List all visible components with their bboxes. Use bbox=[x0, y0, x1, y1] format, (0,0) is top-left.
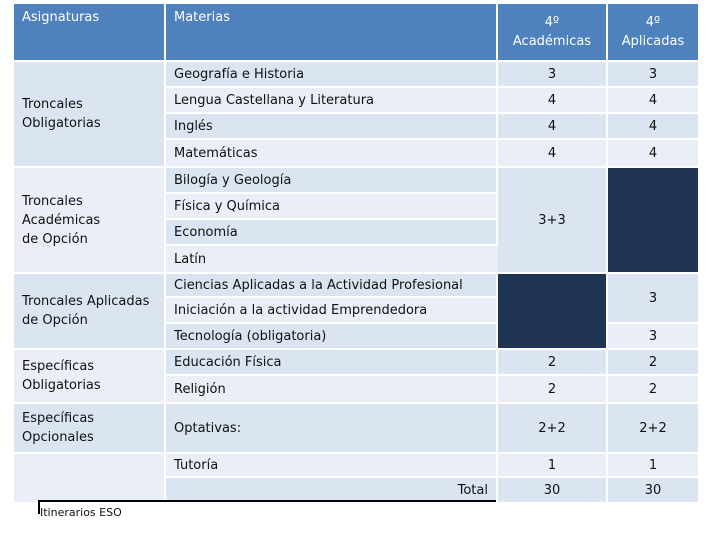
value-optativas-aplicadas: 2+2 bbox=[608, 404, 698, 452]
value-educacion-aplicadas: 2 bbox=[608, 350, 698, 374]
group-empty bbox=[14, 454, 164, 502]
materia-tutoria: Tutoría bbox=[166, 454, 496, 476]
value-lengua-academicas: 4 bbox=[498, 88, 606, 112]
value-educacion-academicas: 2 bbox=[498, 350, 606, 374]
materia-iniciacion: Iniciación a la actividad Emprendedora bbox=[166, 298, 496, 322]
materia-fisica: Física y Química bbox=[166, 194, 496, 218]
total-label: Total bbox=[166, 478, 496, 502]
value-tutoria-academicas: 1 bbox=[498, 454, 606, 476]
footer-rule bbox=[38, 500, 496, 502]
group-troncales-aplicadas: Troncales Aplicadas de Opción bbox=[14, 274, 164, 348]
total-academicas: 30 bbox=[498, 478, 606, 502]
materia-tecnologia: Tecnología (obligatoria) bbox=[166, 324, 496, 348]
materia-religion: Religión bbox=[166, 376, 496, 402]
materia-optativas: Optativas: bbox=[166, 404, 496, 452]
header-asignaturas: Asignaturas bbox=[14, 4, 164, 60]
value-geografia-aplicadas: 3 bbox=[608, 62, 698, 86]
materia-geografia: Geografía e Historia bbox=[166, 62, 496, 86]
header-4-aplicadas: 4º Aplicadas bbox=[608, 4, 698, 60]
materia-lengua: Lengua Castellana y Literatura bbox=[166, 88, 496, 112]
value-matematicas-aplicadas: 4 bbox=[608, 140, 698, 166]
value-ingles-aplicadas: 4 bbox=[608, 114, 698, 138]
materia-latin-label: Latín bbox=[174, 251, 207, 267]
value-religion-academicas: 2 bbox=[498, 376, 606, 402]
header-4-academicas: 4º Académicas bbox=[498, 4, 606, 60]
value-tecnologia-aplicadas: 3 bbox=[608, 324, 698, 348]
value-matematicas-academicas: 4 bbox=[498, 140, 606, 166]
value-ingles-academicas: 4 bbox=[498, 114, 606, 138]
value-academicas-opcion: 3+3 bbox=[498, 168, 606, 272]
value-lengua-aplicadas: 4 bbox=[608, 88, 698, 112]
materia-matematicas: Matemáticas bbox=[166, 140, 496, 166]
materia-ingles: Inglés bbox=[166, 114, 496, 138]
group-especificas-opcionales: Específicas Opcionales bbox=[14, 404, 164, 452]
materia-latin-bg bbox=[166, 246, 496, 272]
group-especificas-obligatorias: Específicas Obligatorias bbox=[14, 350, 164, 402]
materia-biologia: Bilogía y Geología bbox=[166, 168, 496, 192]
value-tutoria-aplicadas: 1 bbox=[608, 454, 698, 476]
footer-label: Itinerarios ESO bbox=[40, 505, 122, 519]
value-religion-aplicadas: 2 bbox=[608, 376, 698, 402]
value-aplicadas-opcion: 3 bbox=[608, 274, 698, 322]
materia-economia: Economía bbox=[166, 220, 496, 244]
footer-rule-tick bbox=[38, 500, 40, 514]
header-materias: Materias bbox=[166, 4, 496, 60]
value-geografia-academicas: 3 bbox=[498, 62, 606, 86]
total-aplicadas: 30 bbox=[608, 478, 698, 502]
group-troncales-obligatorias: Troncales Obligatorias bbox=[14, 62, 164, 166]
empty-aplicadas-opcion-block bbox=[608, 168, 698, 272]
value-optativas-academicas: 2+2 bbox=[498, 404, 606, 452]
group-troncales-academicas: Troncales Académicas de Opción bbox=[14, 168, 164, 272]
materia-ciencias: Ciencias Aplicadas a la Actividad Profes… bbox=[166, 274, 496, 296]
materia-educacion-fisica: Educación Física bbox=[166, 350, 496, 374]
empty-academicas-aplicadas-block bbox=[498, 274, 606, 348]
